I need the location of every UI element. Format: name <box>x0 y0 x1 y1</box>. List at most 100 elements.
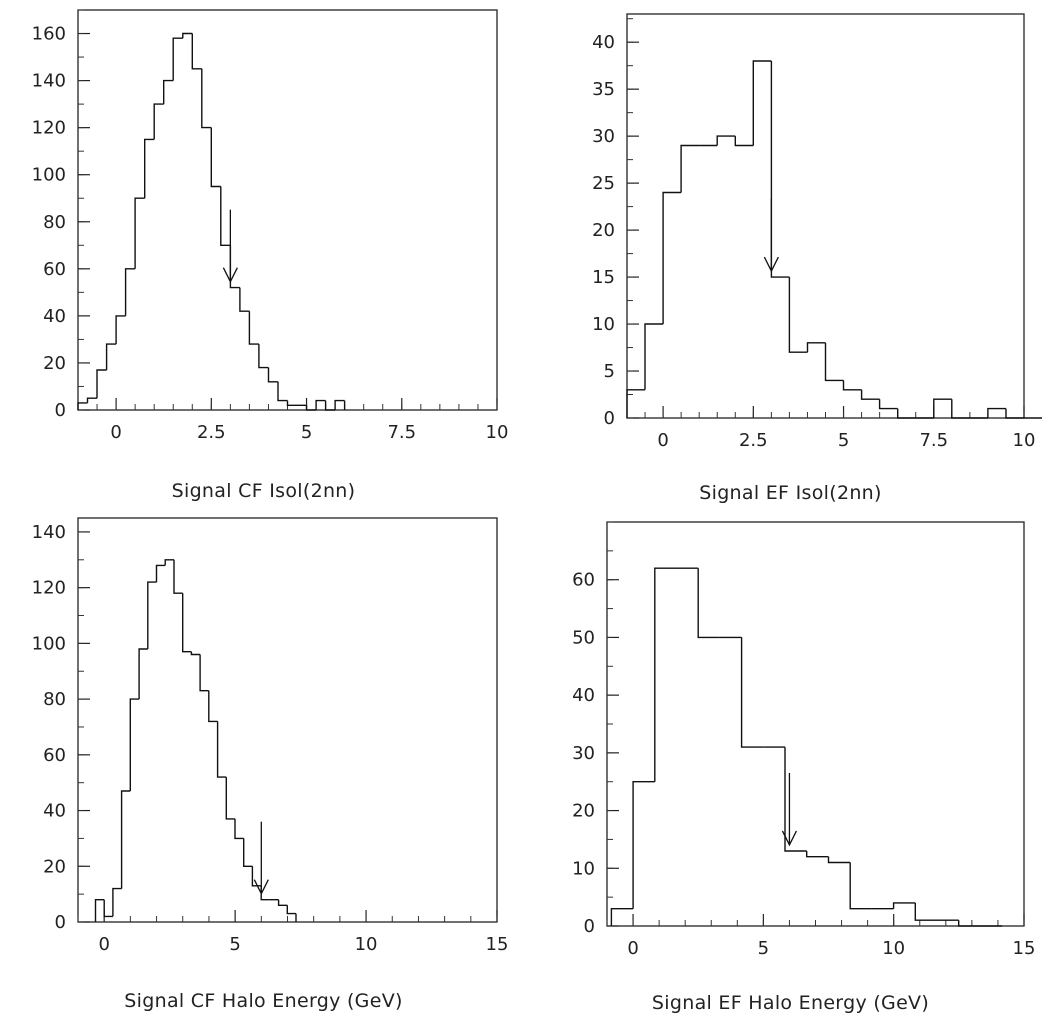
y-tick-label: 140 <box>32 71 66 92</box>
histogram-bin <box>914 902 937 921</box>
histogram-bin <box>216 721 227 778</box>
y-tick-label: 0 <box>584 916 595 937</box>
y-tick-label: 140 <box>32 522 66 543</box>
x-tick-label: 15 <box>486 934 509 955</box>
y-tick-label: 60 <box>43 259 66 280</box>
y-tick-label: 10 <box>572 858 595 879</box>
histogram-bin <box>258 344 269 369</box>
x-tick-label: 0 <box>657 430 668 451</box>
x-tick-label: 10 <box>355 934 378 955</box>
x-tick-label: 5 <box>838 430 849 451</box>
y-tick-label: 40 <box>43 306 66 327</box>
histogram-bin <box>315 399 326 410</box>
histogram-panel-ef-isol: 0 2.5 5 7.5 10 0 5 10 15 20 25 30 35 40 Signal EF Iso… <box>527 0 1054 514</box>
histogram-bin <box>124 268 136 316</box>
cut-arrow-head <box>253 879 269 896</box>
plot-frame <box>77 517 498 923</box>
histogram-bin <box>199 654 209 692</box>
histogram-bin <box>243 838 253 867</box>
histogram-bin <box>77 402 88 410</box>
histogram-bin <box>324 400 336 411</box>
y-tick-label: 100 <box>32 633 66 654</box>
cut-arrow-head <box>222 267 238 284</box>
histogram-bin <box>806 342 826 353</box>
y-tick-label: 20 <box>43 856 66 877</box>
histogram-bin <box>248 311 259 345</box>
y-tick-label: 15 <box>592 267 615 288</box>
histogram-bin <box>112 887 122 917</box>
y-tick-label: 20 <box>43 353 66 374</box>
histogram-bin <box>134 197 145 269</box>
histogram-bin <box>138 648 148 700</box>
histogram-bin <box>334 399 345 410</box>
y-tick-label: 40 <box>572 685 595 706</box>
y-tick-label: 0 <box>604 408 615 429</box>
x-tick-label: 0 <box>110 422 121 443</box>
histogram-series <box>626 60 1042 419</box>
histogram-bin <box>286 400 297 406</box>
histogram-bin <box>632 781 655 909</box>
histogram-panel-cf-isol: 0 2.5 5 7.5 10 0 20 40 60 80 100 120 140 160 Signal C… <box>0 0 527 514</box>
histogram-bin <box>1005 408 1024 419</box>
histogram-bin <box>933 398 952 418</box>
histogram-bin <box>734 136 754 147</box>
histogram-series <box>77 32 346 411</box>
y-tick-label: 60 <box>43 745 66 766</box>
y-tick-label: 80 <box>43 212 66 233</box>
y-tick-label: 120 <box>32 578 66 599</box>
histogram-plot: 0 5 10 15 0 10 20 30 40 50 60 <box>572 521 1035 959</box>
histogram-bin <box>182 32 193 39</box>
y-tick-label: 35 <box>592 79 615 100</box>
x-tick-label: 5 <box>301 422 312 443</box>
x-tick-label: 5 <box>229 934 240 955</box>
histogram-bin <box>147 581 157 649</box>
histogram-bin <box>740 637 764 748</box>
histogram-bin <box>788 277 808 353</box>
histogram-bin <box>784 747 807 852</box>
histogram-bin <box>210 127 221 188</box>
histogram-panel-ef-halo: 0 5 10 15 0 10 20 30 40 50 60 Signal EF Halo Energ… <box>527 514 1054 1028</box>
histogram-bin <box>806 851 829 858</box>
histogram-bin <box>305 405 317 411</box>
histogram-bin <box>173 559 183 594</box>
histogram-series <box>94 559 297 922</box>
histogram-bin <box>155 564 166 583</box>
histogram-bin <box>86 397 97 403</box>
histogram-bin <box>654 567 677 782</box>
x-tick-label: 10 <box>1013 430 1036 451</box>
plot-frame <box>606 521 1025 927</box>
histogram-plot: 0 5 10 15 0 20 40 60 80 100 120 140 <box>32 517 509 955</box>
histogram-bin <box>120 790 131 889</box>
histogram-bin <box>94 899 105 922</box>
histogram-bin <box>201 68 212 129</box>
x-tick-label: 7.5 <box>919 430 948 451</box>
x-tick-label: 10 <box>486 422 509 443</box>
y-tick-label: 0 <box>55 400 66 421</box>
histogram-bin <box>860 389 880 400</box>
y-tick-label: 20 <box>572 801 595 822</box>
y-tick-label: 25 <box>592 173 615 194</box>
y-tick-label: 5 <box>604 361 615 382</box>
histogram-bin <box>286 905 296 915</box>
histogram-bin <box>190 651 201 656</box>
histogram-bin <box>191 33 202 70</box>
histogram-bin <box>239 287 250 312</box>
plot-frame <box>77 9 498 411</box>
y-tick-label: 50 <box>572 627 595 648</box>
histogram-bin <box>827 856 851 864</box>
y-tick-label: 30 <box>572 743 595 764</box>
y-tick-label: 20 <box>592 220 615 241</box>
histogram-bin <box>277 899 288 906</box>
cut-arrow-head <box>781 830 798 847</box>
histogram-bin <box>267 367 278 383</box>
histogram-bin <box>277 381 288 402</box>
histogram-bin <box>878 399 898 410</box>
histogram-bin <box>251 866 262 887</box>
y-tick-label: 60 <box>572 570 595 591</box>
y-tick-label: 80 <box>43 689 66 710</box>
histogram-bin <box>770 61 790 278</box>
histogram-bin <box>164 559 174 566</box>
histogram-bin <box>220 186 231 246</box>
